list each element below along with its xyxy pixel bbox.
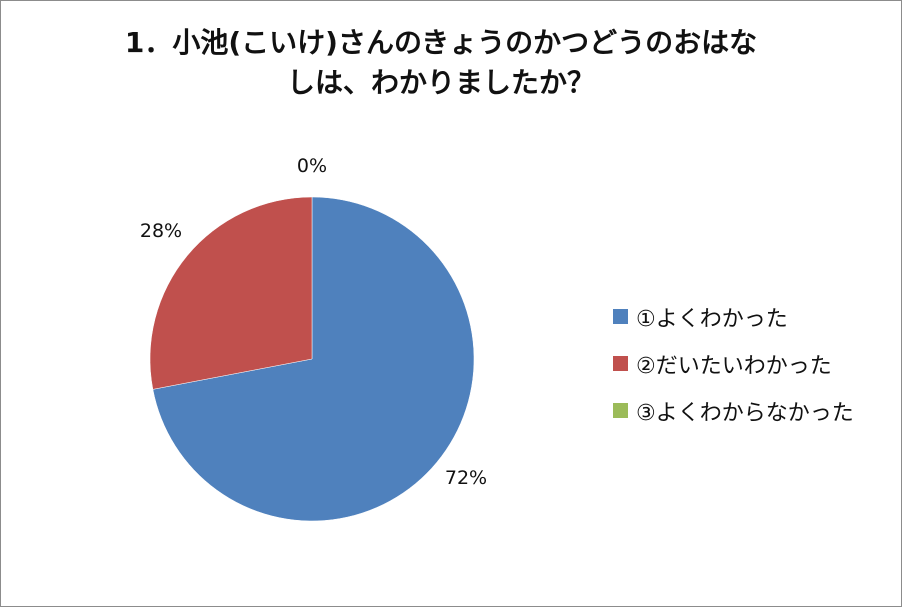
legend-item-3: ③よくわからなかった [613,387,854,434]
legend-swatch-1 [613,309,628,324]
legend-item-2: ②だいたいわかった [613,340,854,387]
chart-legend: ①よくわかった ②だいたいわかった ③よくわからなかった [613,293,854,434]
legend-swatch-3 [613,403,628,418]
legend-label-3: ③よくわからなかった [636,400,854,426]
chart-title-line-1: 1．小池(こいけ)さんのきょうのかつどうのおはな [124,26,758,59]
chart-title: 1．小池(こいけ)さんのきょうのかつどうのおはな しは、わかりましたか？ [61,23,821,103]
pie-slice-1 [152,196,475,522]
legend-label-1: ①よくわかった [636,306,788,332]
data-label-3: 0% [297,155,327,177]
chart-title-line-2: しは、わかりましたか？ [286,66,595,99]
legend-swatch-2 [613,356,628,371]
legend-label-2: ②だいたいわかった [636,353,832,379]
data-label-1: 72% [445,467,487,489]
pie-slice-2 [149,196,313,390]
data-label-2: 28% [140,220,182,242]
legend-item-1: ①よくわかった [613,293,854,340]
